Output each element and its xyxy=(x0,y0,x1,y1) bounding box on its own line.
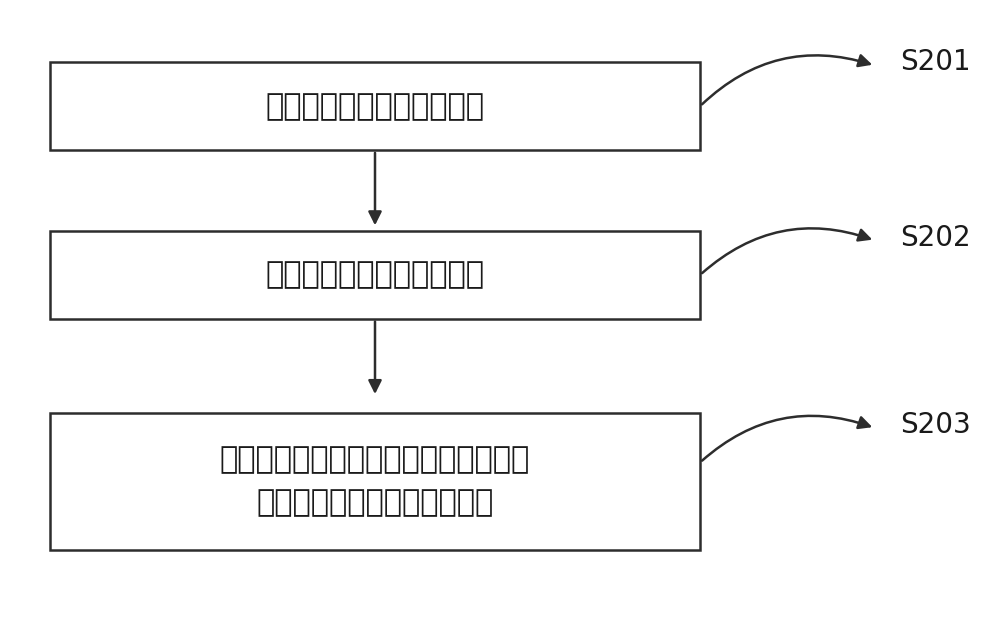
Text: 根据所述实时电压値和所述实时电流値
计算所述负载的实时需求功率: 根据所述实时电压値和所述实时电流値 计算所述负载的实时需求功率 xyxy=(220,446,530,517)
Text: S203: S203 xyxy=(900,411,971,439)
Text: S202: S202 xyxy=(900,224,971,251)
Text: 检测所述负载的实时电压値: 检测所述负载的实时电压値 xyxy=(266,92,484,121)
Text: S201: S201 xyxy=(900,49,971,76)
Text: 检测所述负载的实时电流値: 检测所述负载的实时电流値 xyxy=(266,261,484,289)
Bar xyxy=(50,231,700,319)
Bar xyxy=(50,62,700,150)
Bar xyxy=(50,412,700,550)
